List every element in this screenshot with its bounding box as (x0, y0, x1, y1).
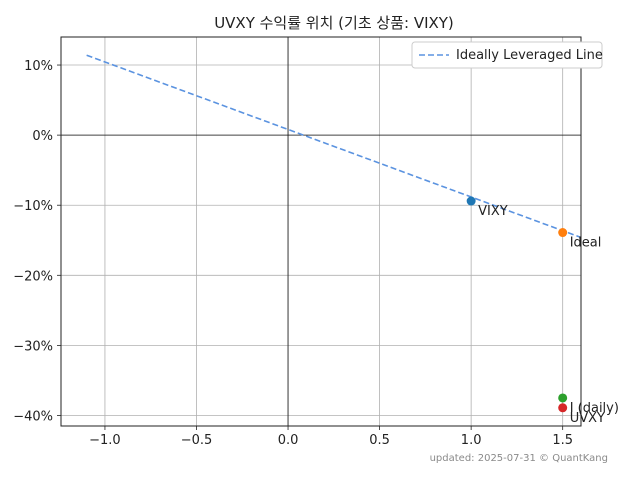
point-i-daily (558, 393, 568, 403)
x-axis-ticks: −1.0 −0.5 0.0 0.5 1.0 1.5 (89, 426, 573, 448)
ideal-line-group (86, 54, 582, 239)
y-axis-ticks: 10% 0% −10% −20% −30% −40% (13, 59, 61, 424)
x-tick-label: 1.5 (552, 433, 573, 448)
x-tick-label: 0.0 (278, 433, 299, 448)
point-label: UVXY (570, 411, 605, 426)
y-tick-label: −30% (13, 339, 53, 354)
plot-frame (60, 36, 582, 427)
point-label: I (daily) (570, 401, 619, 416)
y-tick-label: −20% (13, 269, 53, 284)
point-uvxy (558, 403, 568, 413)
y-tick-label: −10% (13, 199, 53, 214)
chart-title: UVXY 수익률 위치 (기초 상품: VIXY) (214, 14, 454, 32)
x-tick-label: 0.5 (369, 433, 390, 448)
grid (61, 37, 581, 426)
x-tick-label: −1.0 (89, 433, 121, 448)
point-vixy (466, 196, 476, 206)
data-points (466, 196, 568, 413)
point-label: Ideal (570, 236, 602, 251)
x-tick-label: −0.5 (181, 433, 213, 448)
ideal-leveraged-line (86, 54, 582, 239)
y-tick-label: −40% (13, 409, 53, 424)
footnote: updated: 2025-07-31 © QuantKang (429, 453, 608, 464)
zero-lines (61, 37, 581, 426)
legend-box (411, 41, 603, 69)
legend: Ideally Leveraged Line (411, 41, 603, 69)
y-tick-label: 0% (32, 129, 53, 144)
point-ideal (558, 228, 568, 238)
point-annotations: VIXY Ideal I (daily)UVXY (478, 204, 619, 426)
legend-label: Ideally Leveraged Line (456, 48, 603, 63)
point-label: VIXY (478, 204, 508, 219)
y-tick-label: 10% (24, 59, 53, 74)
x-tick-label: 1.0 (461, 433, 482, 448)
